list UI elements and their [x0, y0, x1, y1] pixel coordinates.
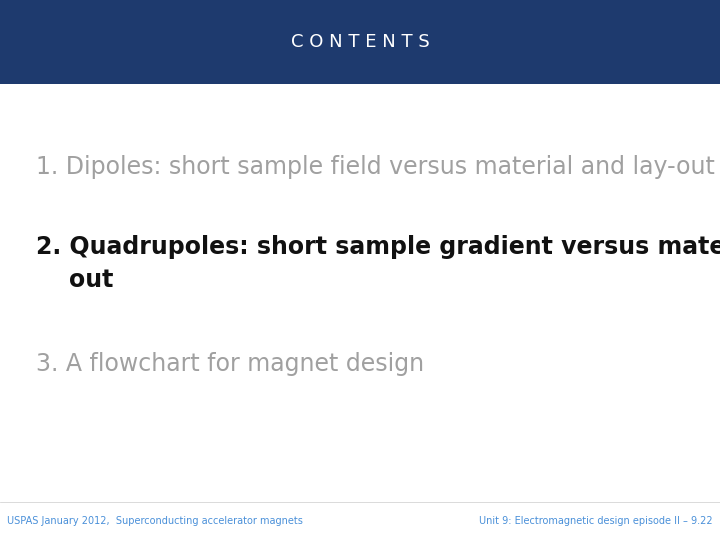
FancyBboxPatch shape — [0, 0, 720, 84]
Text: 2. Quadrupoles: short sample gradient versus material and lay-
    out: 2. Quadrupoles: short sample gradient ve… — [36, 235, 720, 292]
Text: 1. Dipoles: short sample field versus material and lay-out: 1. Dipoles: short sample field versus ma… — [36, 156, 715, 179]
Text: USPAS January 2012,  Superconducting accelerator magnets: USPAS January 2012, Superconducting acce… — [7, 516, 303, 526]
Text: C O N T E N T S: C O N T E N T S — [291, 33, 429, 51]
Text: 3. A flowchart for magnet design: 3. A flowchart for magnet design — [36, 352, 424, 376]
Text: Unit 9: Electromagnetic design episode II – 9.22: Unit 9: Electromagnetic design episode I… — [480, 516, 713, 526]
